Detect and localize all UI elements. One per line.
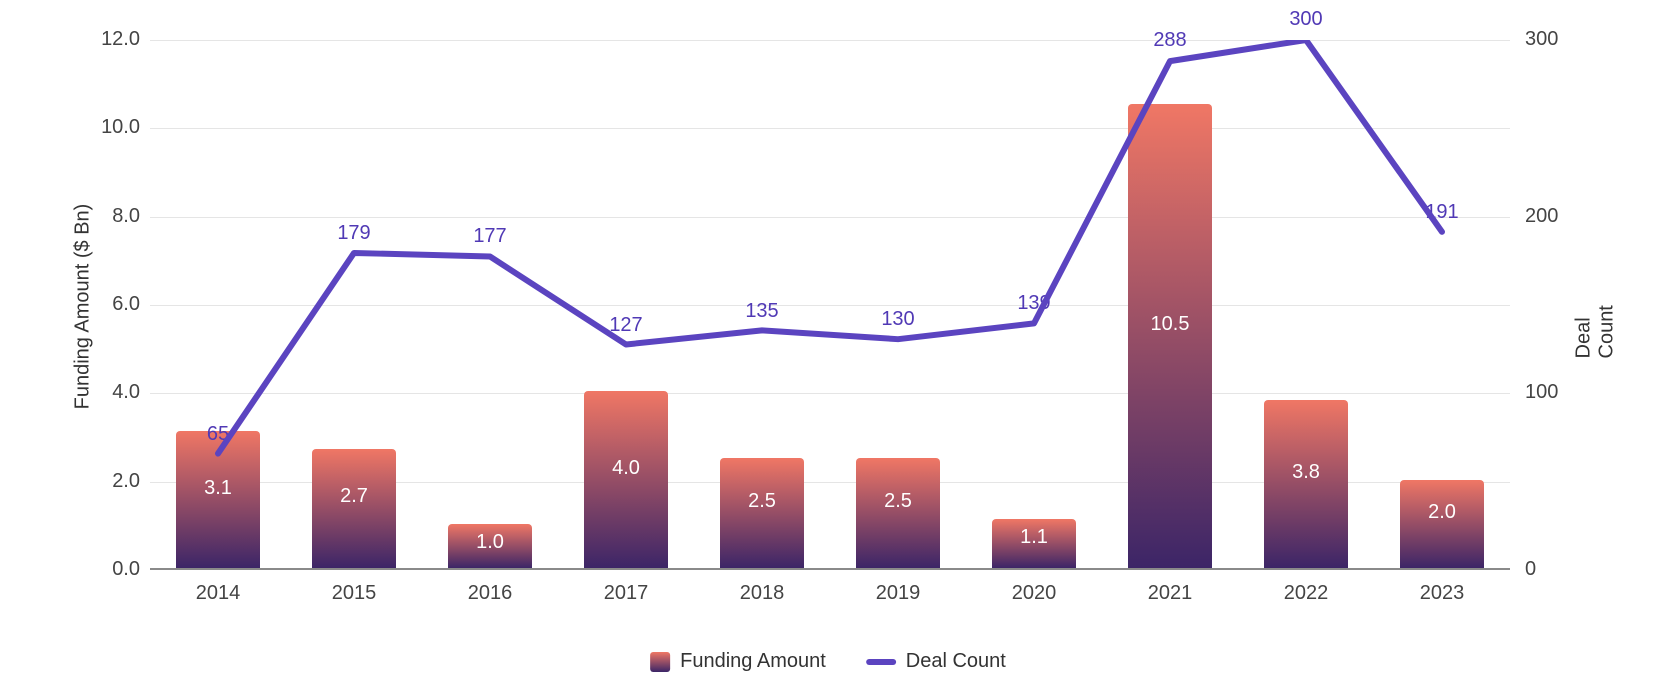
bar <box>176 431 260 568</box>
line-value-label: 191 <box>1425 201 1458 224</box>
y-left-tick-label: 6.0 <box>80 293 140 316</box>
x-tick-label: 2020 <box>1012 582 1057 605</box>
y-right-axis-label: Deal Count <box>1573 278 1619 359</box>
bar-value-label: 4.0 <box>612 457 640 480</box>
line-value-label: 179 <box>337 222 370 245</box>
x-tick-label: 2022 <box>1284 582 1329 605</box>
line-value-label: 127 <box>609 314 642 337</box>
y-left-tick-label: 4.0 <box>80 381 140 404</box>
bar <box>1128 104 1212 568</box>
x-tick-label: 2019 <box>876 582 921 605</box>
line-value-label: 177 <box>473 225 506 248</box>
legend: Funding Amount Deal Count <box>650 650 1006 673</box>
y-left-tick-label: 0.0 <box>80 558 140 581</box>
legend-item-dealcount: Deal Count <box>866 650 1006 673</box>
x-tick-label: 2014 <box>196 582 241 605</box>
bar-value-label: 2.5 <box>748 490 776 513</box>
legend-item-funding: Funding Amount <box>650 650 826 673</box>
x-tick-label: 2018 <box>740 582 785 605</box>
bar <box>856 458 940 568</box>
bar-value-label: 1.0 <box>476 531 504 554</box>
bar-value-label: 2.7 <box>340 485 368 508</box>
y-left-tick-label: 10.0 <box>80 116 140 139</box>
bar <box>720 458 804 568</box>
line-value-label: 288 <box>1153 29 1186 52</box>
gridline <box>150 217 1510 218</box>
gridline <box>150 393 1510 394</box>
bar-value-label: 2.5 <box>884 490 912 513</box>
gridline <box>150 305 1510 306</box>
legend-label-dealcount: Deal Count <box>906 650 1006 673</box>
x-tick-label: 2023 <box>1420 582 1465 605</box>
line-value-label: 65 <box>207 423 229 446</box>
y-right-tick-label: 0 <box>1525 558 1585 581</box>
bar-value-label: 3.1 <box>204 477 232 500</box>
bar <box>584 391 668 568</box>
y-right-tick-label: 200 <box>1525 205 1585 228</box>
line-value-label: 130 <box>881 308 914 331</box>
funding-deal-chart: Funding Amount ($ Bn) Deal Count 0.02.04… <box>20 20 1636 673</box>
bar-value-label: 2.0 <box>1428 501 1456 524</box>
x-tick-label: 2017 <box>604 582 649 605</box>
y-right-tick-label: 300 <box>1525 28 1585 51</box>
plot-area: 0.02.04.06.08.010.012.001002003003.12014… <box>150 40 1510 570</box>
bar-value-label: 1.1 <box>1020 526 1048 549</box>
gridline <box>150 128 1510 129</box>
bar-value-label: 3.8 <box>1292 461 1320 484</box>
y-right-tick-label: 100 <box>1525 381 1585 404</box>
x-tick-label: 2021 <box>1148 582 1193 605</box>
legend-swatch-line-icon <box>866 659 896 665</box>
y-left-tick-label: 12.0 <box>80 28 140 51</box>
gridline <box>150 40 1510 41</box>
legend-swatch-bar-icon <box>650 652 670 672</box>
bar-value-label: 10.5 <box>1151 313 1190 336</box>
bar <box>312 449 396 568</box>
legend-label-funding: Funding Amount <box>680 650 826 673</box>
line-value-label: 135 <box>745 300 778 323</box>
line-value-label: 300 <box>1289 8 1322 31</box>
y-left-tick-label: 8.0 <box>80 205 140 228</box>
x-tick-label: 2015 <box>332 582 377 605</box>
line-value-label: 139 <box>1017 292 1050 315</box>
y-left-tick-label: 2.0 <box>80 470 140 493</box>
x-tick-label: 2016 <box>468 582 513 605</box>
